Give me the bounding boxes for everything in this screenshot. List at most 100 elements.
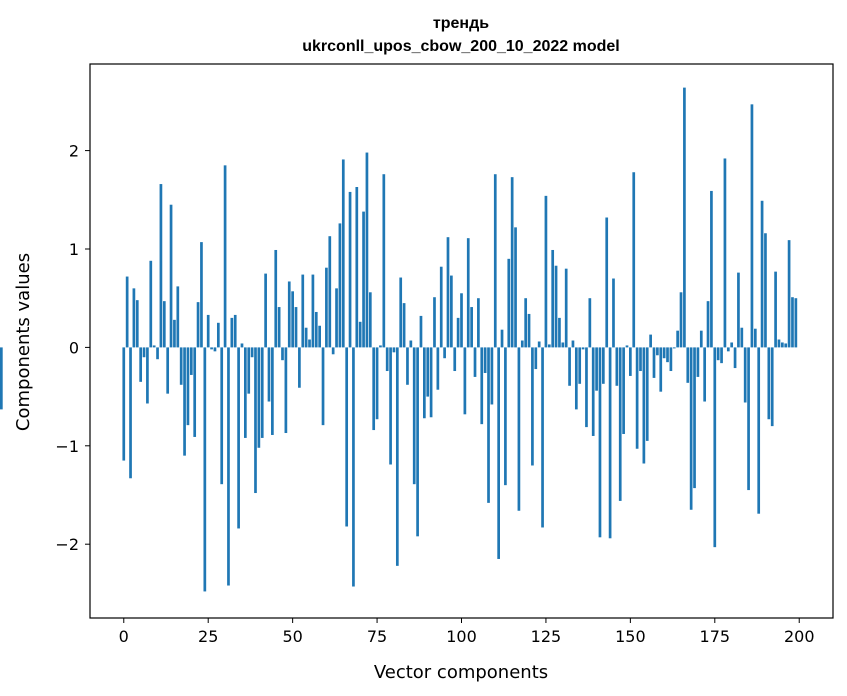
bar xyxy=(176,286,180,348)
bar xyxy=(166,347,170,394)
bar xyxy=(537,341,541,348)
bar xyxy=(257,347,261,448)
bar xyxy=(767,347,771,420)
bar xyxy=(179,347,183,385)
bar xyxy=(125,276,129,348)
bar xyxy=(713,347,717,548)
bar xyxy=(541,347,544,528)
bar xyxy=(162,301,166,348)
bar xyxy=(669,347,673,372)
bar xyxy=(230,317,234,348)
bar xyxy=(456,317,460,348)
bar xyxy=(625,345,629,348)
bar xyxy=(210,347,213,350)
bar xyxy=(632,172,636,348)
bar xyxy=(622,347,625,434)
bar xyxy=(341,159,345,348)
bar xyxy=(683,87,686,348)
bar xyxy=(649,334,652,348)
bar xyxy=(517,347,521,511)
bar xyxy=(379,345,382,348)
bar xyxy=(135,300,139,348)
bar xyxy=(250,347,254,358)
bar xyxy=(365,152,369,348)
bar xyxy=(338,223,342,348)
bar xyxy=(470,307,473,348)
x-tick-label: 175 xyxy=(700,627,731,646)
bar xyxy=(794,298,798,348)
bar xyxy=(233,314,237,348)
bar xyxy=(446,237,450,348)
bar xyxy=(703,347,707,402)
bar xyxy=(477,298,480,348)
bar xyxy=(213,347,217,352)
bar xyxy=(666,347,669,363)
y-tick-label: 2 xyxy=(69,142,79,161)
bar xyxy=(564,268,568,348)
bar xyxy=(399,277,403,348)
bar xyxy=(608,347,612,539)
bar xyxy=(774,271,777,348)
bar xyxy=(574,347,578,410)
bar xyxy=(264,273,267,348)
bar xyxy=(318,325,321,348)
bar xyxy=(362,211,365,348)
plot-frame xyxy=(89,63,834,619)
bar xyxy=(642,347,646,464)
bar xyxy=(331,347,335,355)
bar xyxy=(173,319,176,348)
bar xyxy=(784,343,788,348)
bar xyxy=(406,347,409,385)
bar xyxy=(237,347,240,529)
bar xyxy=(122,347,126,461)
x-tick-label: 150 xyxy=(615,627,646,646)
bar xyxy=(733,347,737,369)
bar xyxy=(392,347,396,353)
bar xyxy=(770,347,774,427)
bar xyxy=(531,347,534,466)
bar xyxy=(450,275,453,348)
x-axis-ticks: 0 25 50 75 100 125 150 175 200 xyxy=(119,618,815,646)
bar xyxy=(777,339,781,348)
y-tick-label: −1 xyxy=(55,437,79,456)
bar xyxy=(223,165,227,348)
bar xyxy=(321,347,325,426)
bar xyxy=(409,340,413,348)
bar xyxy=(581,347,585,350)
x-tick-label: 0 xyxy=(119,627,129,646)
bar xyxy=(699,330,703,348)
bar xyxy=(193,347,197,437)
bar xyxy=(747,347,750,491)
x-tick-label: 50 xyxy=(282,627,302,646)
bar xyxy=(689,347,693,510)
bar xyxy=(716,347,720,361)
bar xyxy=(146,347,149,404)
chart-subtitle: ukrconll_upos_cbow_200_10_2022 model xyxy=(302,38,619,55)
bar xyxy=(311,274,315,348)
bar xyxy=(189,347,193,375)
bar xyxy=(200,242,203,348)
bar xyxy=(402,303,406,348)
bar xyxy=(720,347,723,364)
bar xyxy=(0,347,3,410)
bar xyxy=(743,347,747,403)
bar xyxy=(254,347,257,494)
bar xyxy=(791,297,794,348)
bar xyxy=(551,249,555,348)
bar xyxy=(693,347,696,489)
bar xyxy=(585,347,588,428)
bar xyxy=(527,313,531,348)
x-tick-label: 125 xyxy=(531,627,562,646)
bar xyxy=(301,274,305,348)
bar xyxy=(591,347,595,436)
bar xyxy=(554,265,558,348)
bar xyxy=(426,347,430,397)
bar xyxy=(152,345,156,348)
bar xyxy=(676,330,679,348)
chart-title: трендь xyxy=(433,15,489,32)
bar xyxy=(416,347,419,537)
bar xyxy=(629,347,632,376)
bar xyxy=(375,347,379,420)
bar xyxy=(298,347,301,388)
bar xyxy=(571,340,575,348)
